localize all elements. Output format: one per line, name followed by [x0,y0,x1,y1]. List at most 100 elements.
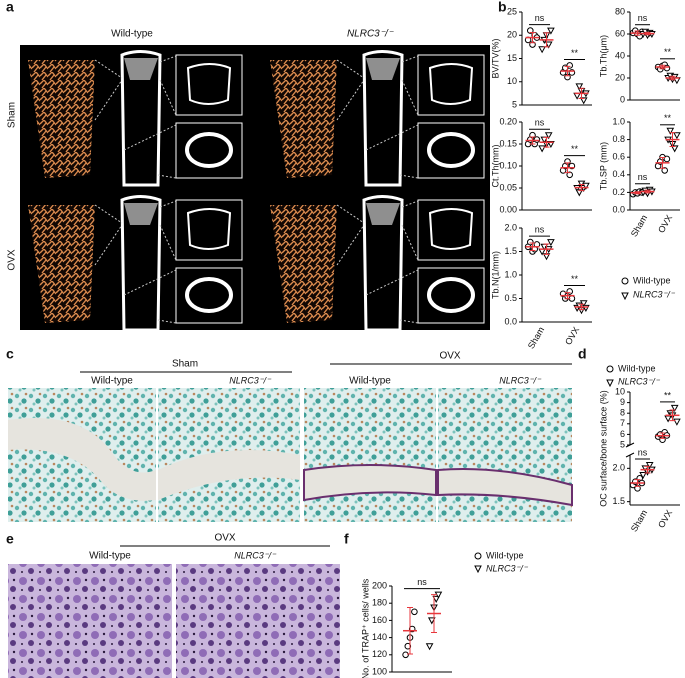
trap-images [8,564,340,678]
error-bar [407,607,413,655]
column-label: Wild-type [91,376,133,387]
legend-label: NLRC3⁻/⁻ [486,563,529,573]
legend-label: Wild-type [618,363,656,373]
microct-images [20,45,490,332]
error-bar [578,87,585,99]
legend: Wild-type NLRC3⁻/⁻ [606,363,661,388]
column-label: NLRC3⁻/⁻ [499,375,542,385]
y-tick-label: 0.15 [499,138,517,148]
y-tick-label: 200 [372,580,387,590]
data-point [663,64,671,72]
data-point [670,145,679,153]
y-tick-label: 6 [620,429,625,439]
y-tick-label: 8 [620,408,625,418]
y-axis-label: OC surface/bone surface (%) [598,390,608,507]
significance-label: ns [417,577,427,587]
data-point [425,643,434,651]
legend: Wild-type NLRC3⁻/⁻ [474,550,529,573]
y-tick-label: 2.0 [504,222,517,232]
error-bar [431,594,437,633]
error-bar [543,243,550,255]
y-tick-label: 60 [615,28,625,38]
error-bar [634,479,641,487]
x-tick-label: Sham [629,508,649,533]
y-axis-label: No. of TRAP⁺ cells/ wells [360,578,370,678]
column-label: NLRC3⁻/⁻ [229,375,272,385]
significance-label: ** [664,47,672,57]
significance-label: ** [571,274,579,284]
data-point [645,462,654,470]
significance-label: ** [571,48,579,58]
data-point [666,127,675,135]
error-bar [659,432,666,439]
y-tick-label: 10 [507,76,517,86]
panel-label: c [6,346,14,362]
y-tick-label: 0.5 [504,293,517,303]
histology-images [8,388,573,522]
y-tick-label: 80 [615,6,625,16]
group-label: Sham [172,359,198,370]
data-point [575,189,584,197]
y-tick-label: 0.10 [499,160,517,170]
row-label: Sham [7,102,18,128]
significance-label: ns [638,172,648,182]
error-bar [529,31,536,44]
column-label: NLRC3⁻/⁻ [347,29,394,40]
y-tick-label: 20 [615,72,625,82]
error-bar [543,32,550,48]
data-point [579,97,588,105]
data-point [544,41,553,49]
data-point [641,465,650,473]
data-point [639,472,647,480]
error-bar [578,303,585,311]
y-axis-label: Tb.N(1/mm) [490,251,500,299]
y-tick-label: 2.0 [612,463,625,473]
data-point [566,171,574,179]
y-tick-label: 0.0 [504,316,517,326]
significance-label: ** [664,113,672,123]
data-point [538,46,546,54]
data-point [547,27,555,35]
data-point [661,167,669,174]
error-bar [634,191,641,195]
data-point [663,155,671,163]
legend: Wild-type NLRC3⁻/⁻ [621,275,676,301]
y-tick-label: 40 [615,50,625,60]
data-point [673,132,681,140]
panel-label: f [344,531,349,547]
panel-label: b [498,0,507,15]
data-point [544,132,553,140]
group-label: OVX [214,533,235,544]
y-tick-label: 1.0 [612,116,625,126]
x-tick-label: OVX [563,325,581,346]
y-tick-label: 0.4 [612,169,625,179]
data-point [427,617,436,625]
y-tick-label: 100 [372,666,387,676]
error-bar [669,409,676,422]
legend-label: Wild-type [633,275,671,285]
row-label: OVX [7,249,18,270]
y-tick-label: 0.2 [612,187,625,197]
y-tick-label: 9 [620,397,625,407]
x-tick-label: OVX [656,213,674,234]
data-point [673,418,681,426]
panel-label: d [578,346,587,362]
y-tick-label: 1.0 [504,269,517,279]
error-bar [578,183,585,192]
y-tick-label: 0.05 [499,182,517,192]
y-tick-label: 5 [620,439,625,449]
error-bar [669,132,676,148]
y-axis-label: Ct.Th(mm) [490,145,500,188]
data-point [402,651,409,659]
y-tick-label: 0.20 [499,116,517,126]
x-tick-label: Sham [629,213,649,238]
error-bar [669,75,676,81]
significance-label: ns [535,224,545,234]
x-tick-label: OVX [656,508,674,529]
y-tick-label: 0.6 [612,152,625,162]
panel-label: e [6,531,14,547]
legend-label: NLRC3⁻/⁻ [618,376,661,386]
error-bar [564,292,571,300]
error-bar [529,242,536,252]
